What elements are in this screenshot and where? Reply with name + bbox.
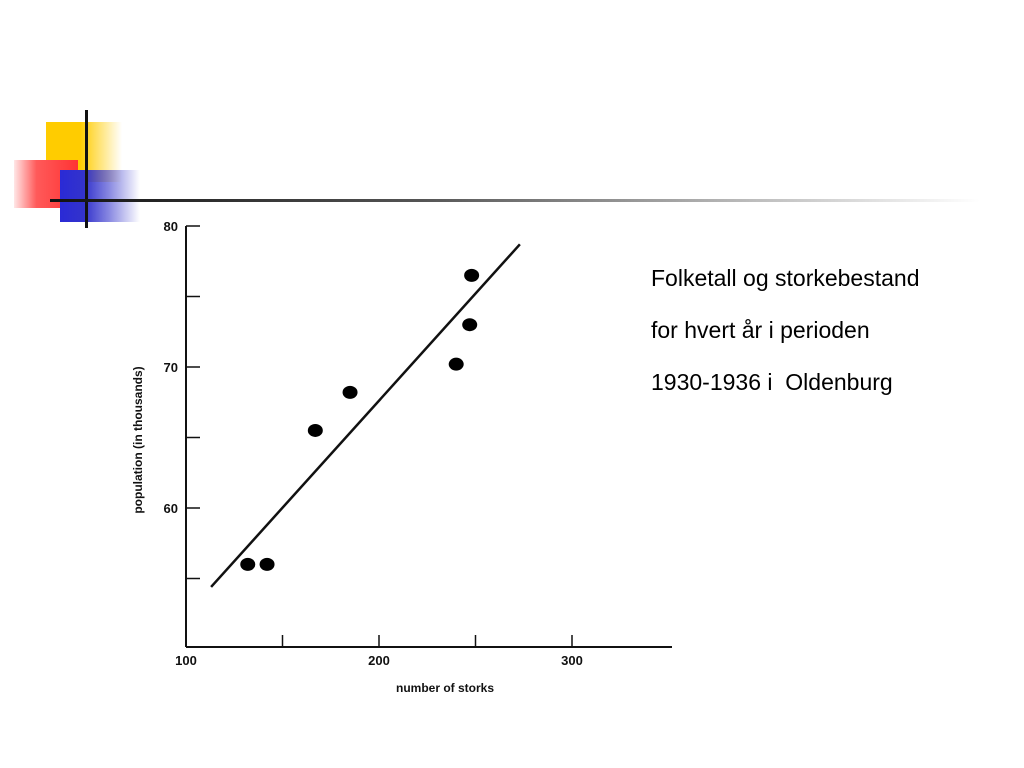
x-tick-label: 100 [175,653,197,668]
data-point [307,423,323,437]
y-tick-label: 70 [164,360,178,375]
y-tick-label: 60 [164,501,178,516]
trend-line [210,243,521,588]
y-axis-title: population (in thousands) [131,366,145,513]
x-tick-label: 200 [368,653,390,668]
data-point [342,385,358,399]
x-axis-ticks: 100 200 300 [175,635,583,668]
data-point [240,557,256,571]
title-divider-rule [50,199,980,202]
decor-vertical-rule [85,110,88,228]
x-tick-label: 300 [561,653,583,668]
decor-blue-square [60,170,140,222]
data-point [448,357,464,371]
data-point [259,557,275,571]
y-axis-ticks: 60 70 80 [164,219,200,580]
caption-line-2: for hvert år i perioden [651,317,870,343]
caption-line-1: Folketall og storkebestand [651,265,920,291]
caption-line-3: 1930-1936 i Oldenburg [651,369,893,395]
y-tick-label: 80 [164,219,178,234]
data-points [240,268,480,571]
x-axis-title: number of storks [396,681,494,695]
data-point [464,268,480,282]
slide-caption: Folketall og storkebestand for hvert år … [651,252,1011,408]
data-point [462,318,478,332]
